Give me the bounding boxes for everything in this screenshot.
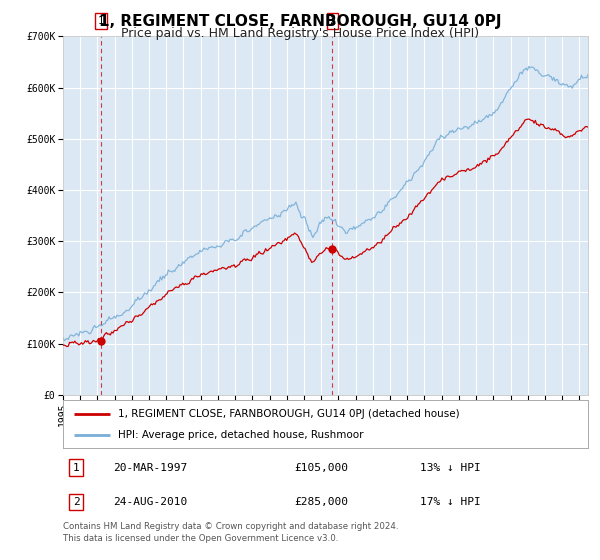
Text: £285,000: £285,000 <box>294 497 348 507</box>
Text: 24-AUG-2010: 24-AUG-2010 <box>113 497 187 507</box>
Text: £105,000: £105,000 <box>294 463 348 473</box>
Text: 2: 2 <box>73 497 79 507</box>
Text: 1: 1 <box>98 16 104 26</box>
Text: 13% ↓ HPI: 13% ↓ HPI <box>420 463 481 473</box>
Text: 2: 2 <box>329 16 335 26</box>
Text: 1, REGIMENT CLOSE, FARNBOROUGH, GU14 0PJ (detached house): 1, REGIMENT CLOSE, FARNBOROUGH, GU14 0PJ… <box>118 409 460 419</box>
Text: 20-MAR-1997: 20-MAR-1997 <box>113 463 187 473</box>
Text: 1, REGIMENT CLOSE, FARNBOROUGH, GU14 0PJ: 1, REGIMENT CLOSE, FARNBOROUGH, GU14 0PJ <box>99 14 501 29</box>
Text: Price paid vs. HM Land Registry's House Price Index (HPI): Price paid vs. HM Land Registry's House … <box>121 27 479 40</box>
Text: Contains HM Land Registry data © Crown copyright and database right 2024.
This d: Contains HM Land Registry data © Crown c… <box>63 522 398 543</box>
Text: 1: 1 <box>73 463 79 473</box>
Text: 17% ↓ HPI: 17% ↓ HPI <box>420 497 481 507</box>
Text: HPI: Average price, detached house, Rushmoor: HPI: Average price, detached house, Rush… <box>118 430 364 440</box>
